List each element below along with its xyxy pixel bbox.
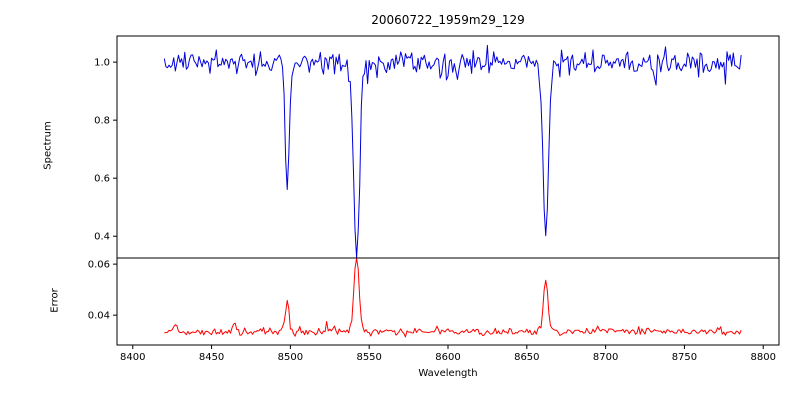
x-axis-label: Wavelength <box>418 368 478 379</box>
y-tick-label: 0.4 <box>94 232 110 243</box>
chart-title: 20060722_1959m29_129 <box>371 13 525 27</box>
y-tick-label: 1.0 <box>94 58 110 69</box>
x-tick-label: 8650 <box>514 352 539 363</box>
x-tick-label: 8750 <box>672 352 697 363</box>
error-panel-frame <box>116 257 780 346</box>
x-tick-label: 8500 <box>278 352 303 363</box>
spectrum-line <box>163 44 742 259</box>
x-tick-label: 8600 <box>435 352 460 363</box>
y-tick-label: 0.04 <box>88 311 110 322</box>
y-tick-label: 0.6 <box>94 174 110 185</box>
error-line <box>164 257 742 338</box>
x-tick-label: 8550 <box>356 352 381 363</box>
spectrum-panel-frame <box>116 35 780 259</box>
x-tick-label: 8800 <box>751 352 776 363</box>
x-tick-label: 8700 <box>593 352 618 363</box>
x-tick-label: 8400 <box>120 352 145 363</box>
y-tick-label: 0.06 <box>88 260 110 271</box>
x-tick-label: 8450 <box>199 352 224 363</box>
y-tick-label: 0.8 <box>94 116 110 127</box>
